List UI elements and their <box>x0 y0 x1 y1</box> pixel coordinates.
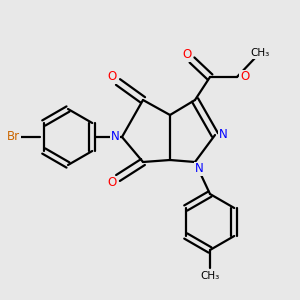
Text: Br: Br <box>6 130 20 143</box>
Text: N: N <box>219 128 227 142</box>
Text: N: N <box>111 130 119 143</box>
Text: CH₃: CH₃ <box>200 271 220 281</box>
Text: CH₃: CH₃ <box>250 48 270 58</box>
Text: O: O <box>107 70 117 83</box>
Text: O: O <box>107 176 117 190</box>
Text: O: O <box>182 49 192 62</box>
Text: O: O <box>240 70 250 83</box>
Text: N: N <box>195 163 203 176</box>
